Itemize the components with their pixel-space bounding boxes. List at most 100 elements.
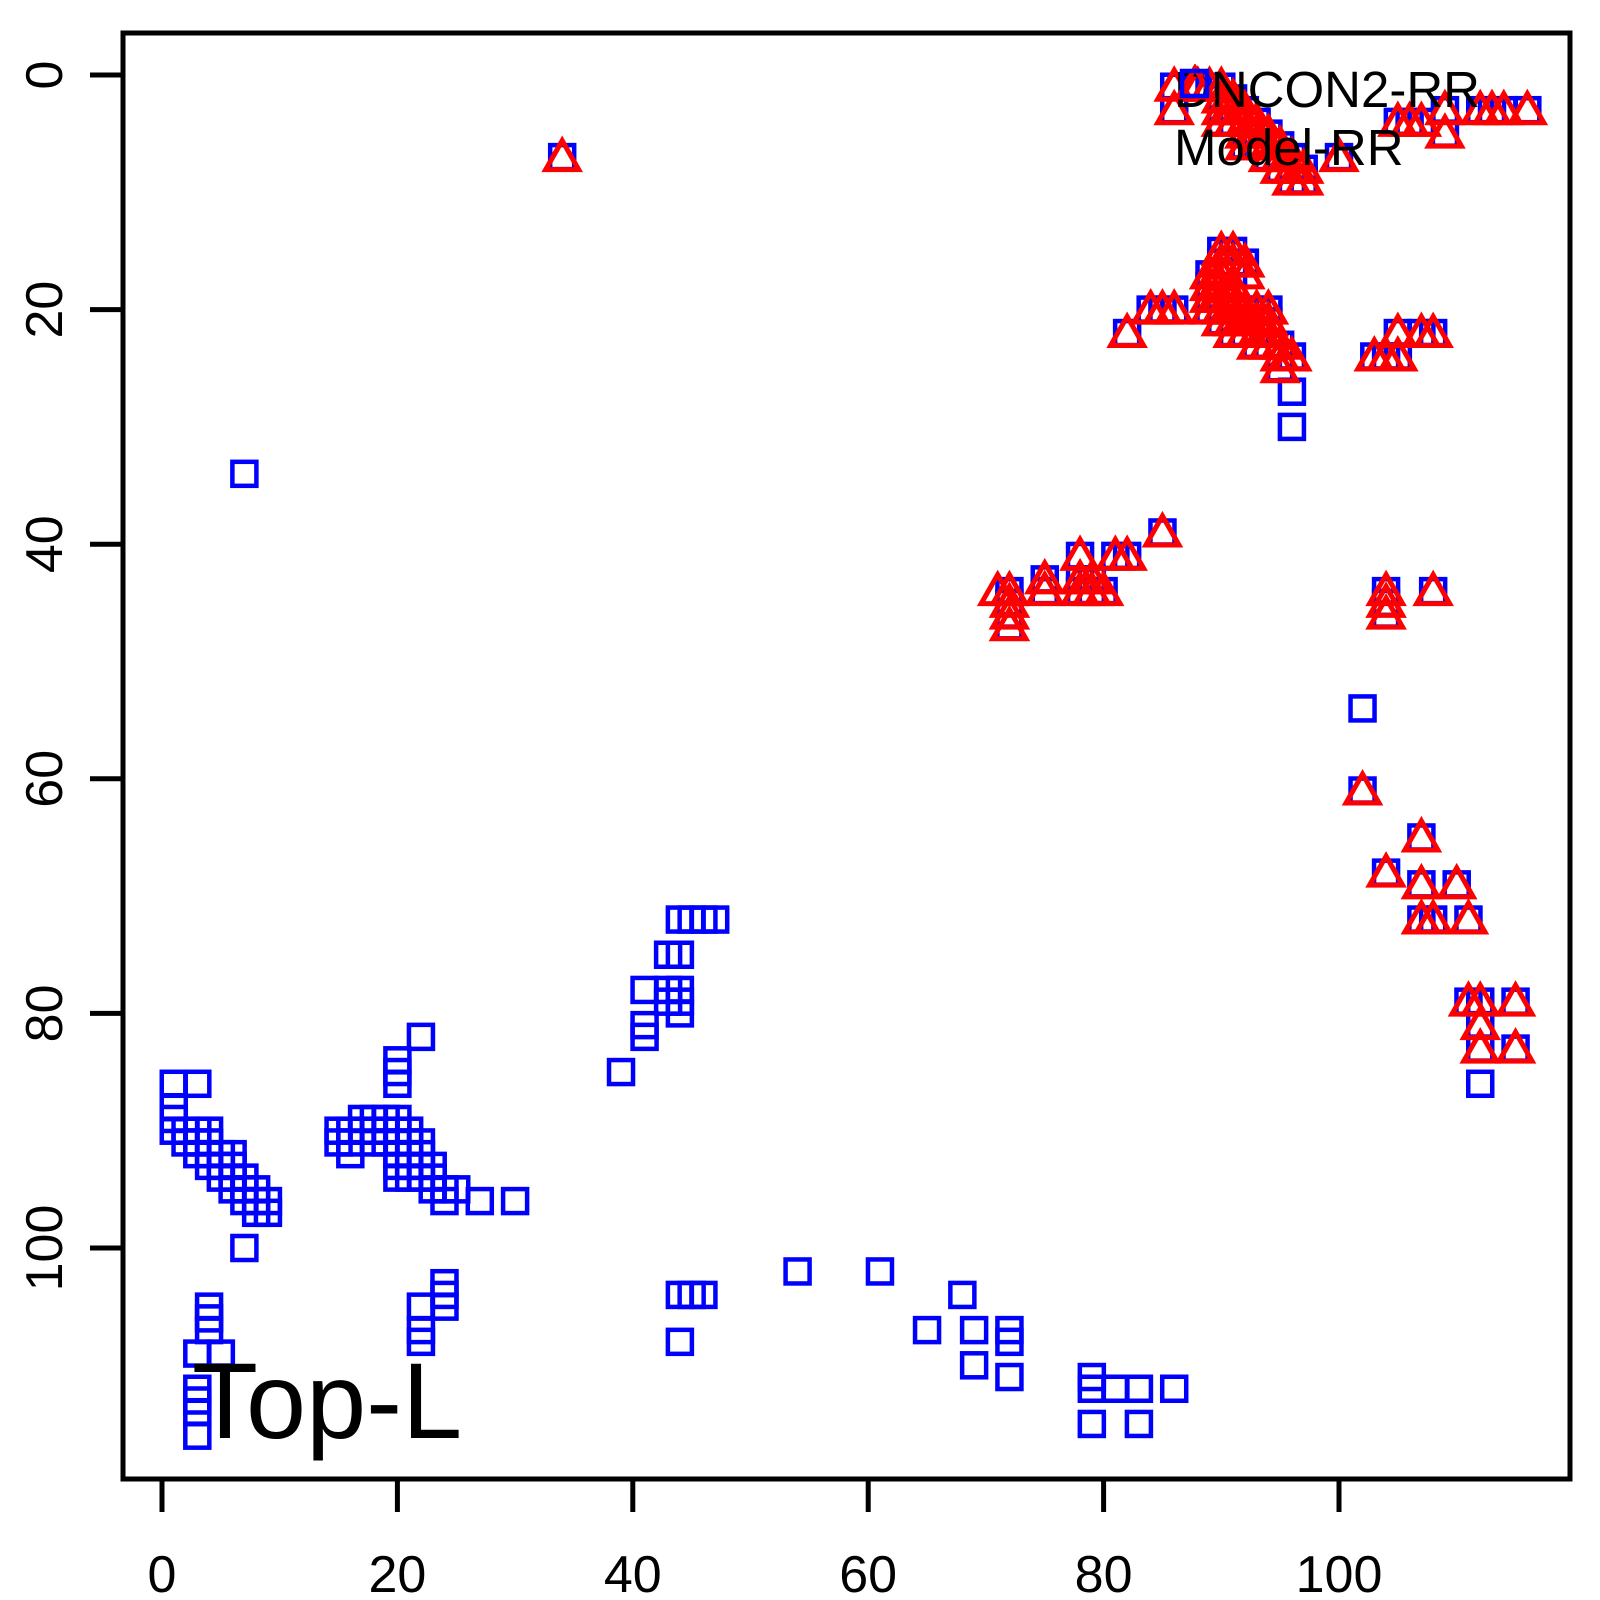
model-rr-point <box>1124 1374 1154 1404</box>
model-rr-point <box>665 999 695 1028</box>
model-rr-point <box>606 1057 636 1087</box>
model-rr-point <box>783 1257 812 1286</box>
model-rr-point <box>1159 1374 1189 1404</box>
dncon2-rr-point <box>1106 311 1148 349</box>
model-rr-point <box>406 1327 436 1357</box>
model-rr-point <box>865 1257 895 1286</box>
dncon2-rr-point <box>988 569 1031 607</box>
model-rr-point <box>230 1233 259 1263</box>
dncon2-rr-point <box>1153 288 1196 325</box>
model-rr-point <box>430 1292 459 1321</box>
model-rr-point <box>406 1292 436 1321</box>
dncon2-rr-point <box>1282 159 1325 196</box>
y-tick-label: 20 <box>16 281 74 339</box>
model-rr-point <box>465 1186 495 1216</box>
dncon2-rr-point <box>1141 510 1184 548</box>
dncon2-rr-point <box>1494 1027 1537 1064</box>
dncon2-rr-point <box>1224 241 1266 278</box>
dncon2-rr-point <box>1447 898 1490 935</box>
dncon2-rr-point <box>1259 346 1301 384</box>
legend: DNCON2-RR Model-RR <box>1174 64 1480 173</box>
dncon2-rr-point <box>988 593 1031 630</box>
model-rr-point <box>665 1327 695 1357</box>
x-tick-label: 60 <box>839 1546 897 1600</box>
dncon2-rr-point <box>1459 980 1502 1017</box>
model-rr-point <box>1465 1069 1495 1099</box>
dncon2-rr-point <box>1365 581 1407 618</box>
model-rr-point <box>230 459 259 489</box>
model-rr-point <box>630 975 659 1005</box>
legend-label-dncon2: DNCON2-RR <box>1174 61 1480 118</box>
y-tick-label: 80 <box>16 984 74 1042</box>
model-rr-point <box>406 1022 436 1052</box>
y-tick-label: 40 <box>16 515 74 573</box>
model-rr-point <box>959 1315 989 1345</box>
dncon2-rr-point <box>1412 569 1454 607</box>
dncon2-rr-point <box>1082 569 1125 607</box>
model-rr-point <box>959 1351 989 1380</box>
legend-entry-dncon2: DNCON2-RR <box>1174 64 1480 115</box>
dncon2-rr-point <box>1412 311 1454 349</box>
x-tick-label: 100 <box>1296 1546 1383 1600</box>
legend-label-model: Model-RR <box>1174 119 1404 176</box>
model-rr-point <box>1124 1409 1154 1439</box>
model-rr-point <box>948 1280 977 1310</box>
model-rr-point <box>1277 377 1307 406</box>
dncon2-rr-point <box>1153 88 1196 126</box>
dncon2-rr-point <box>1365 593 1407 630</box>
model-rr-point <box>159 1069 189 1099</box>
dncon2-rr-point <box>1318 135 1360 173</box>
x-tick-label: 0 <box>148 1546 177 1600</box>
model-rr-point <box>689 1280 718 1310</box>
dncon2-rr-point <box>1059 534 1101 571</box>
model-rr-point <box>383 1069 412 1099</box>
y-tick-label: 0 <box>16 61 74 90</box>
y-tick-label: 100 <box>16 1205 74 1292</box>
dncon2-rr-point <box>1459 1027 1502 1064</box>
model-rr-point <box>630 1022 659 1052</box>
dncon2-rr-point <box>1341 768 1384 806</box>
model-rr-point <box>1277 412 1307 442</box>
dncon2-rr-point <box>1365 851 1407 888</box>
plot-border <box>120 30 1573 1482</box>
dncon2-rr-point <box>1400 100 1443 137</box>
y-tick-label: 60 <box>16 750 74 808</box>
dncon2-rr-point <box>1106 534 1148 571</box>
dncon2-rr-point <box>1494 980 1537 1017</box>
model-rr-point <box>1348 694 1377 723</box>
dncon2-rr-point <box>1023 557 1066 595</box>
dncon2-rr-point <box>1023 569 1066 607</box>
model-rr-point <box>995 1362 1024 1392</box>
model-rr-point <box>183 1069 212 1099</box>
dncon2-rr-point <box>1400 862 1443 900</box>
plot-annotation: Top-L <box>192 1340 463 1461</box>
square-icon <box>1179 68 1210 99</box>
dncon2-rr-point <box>1424 112 1466 149</box>
legend-entry-model: Model-RR <box>1174 68 1480 176</box>
model-rr-point <box>912 1315 942 1345</box>
model-rr-point <box>1101 1374 1130 1404</box>
dncon2-rr-point <box>1482 88 1525 126</box>
dncon2-rr-point <box>1459 1003 1502 1041</box>
dncon2-rr-point <box>1377 334 1419 372</box>
model-rr-point <box>183 1421 212 1450</box>
model-rr-point <box>206 1339 236 1368</box>
x-tick-label: 40 <box>604 1546 662 1600</box>
model-rr-point <box>253 1198 283 1228</box>
dncon2-rr-point <box>1377 311 1419 349</box>
model-rr-point <box>1077 1409 1107 1439</box>
model-rr-point <box>665 940 695 969</box>
dncon2-rr-point <box>988 604 1031 642</box>
dncon2-rr-point <box>988 581 1031 618</box>
dncon2-rr-point <box>1412 898 1454 935</box>
model-rr-point <box>995 1327 1024 1357</box>
dncon2-rr-point <box>1435 862 1478 900</box>
dncon2-rr-point <box>1424 88 1466 126</box>
dncon2-rr-point <box>1365 569 1407 607</box>
x-tick-label: 20 <box>368 1546 426 1600</box>
x-tick-label: 80 <box>1075 1546 1133 1600</box>
model-rr-point <box>500 1186 530 1216</box>
dncon2-rr-point <box>541 135 583 173</box>
